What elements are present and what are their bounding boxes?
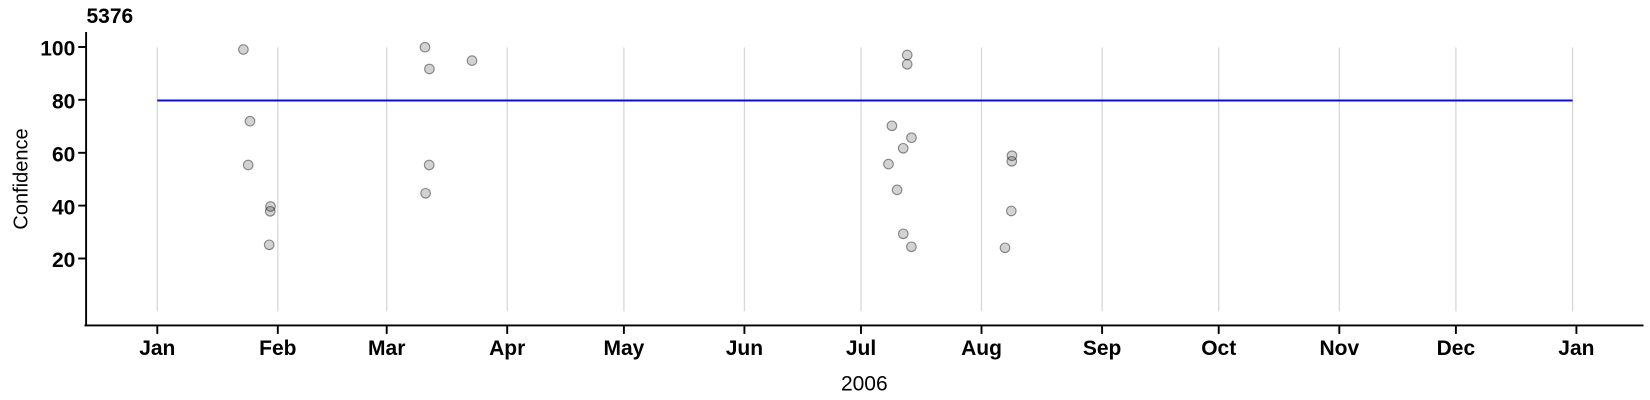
svg-text:Jul: Jul [846, 337, 876, 360]
svg-text:Apr: Apr [489, 337, 525, 360]
svg-text:Jan: Jan [139, 337, 175, 360]
svg-text:May: May [603, 337, 644, 360]
svg-text:100: 100 [40, 38, 75, 61]
svg-text:Mar: Mar [368, 337, 405, 360]
svg-text:Sep: Sep [1083, 337, 1122, 360]
svg-text:2006: 2006 [841, 372, 888, 395]
svg-text:Oct: Oct [1201, 337, 1236, 360]
svg-text:5376: 5376 [87, 5, 134, 28]
svg-text:20: 20 [52, 249, 75, 272]
svg-text:Dec: Dec [1437, 337, 1476, 360]
svg-text:Nov: Nov [1319, 337, 1359, 360]
svg-text:Jun: Jun [726, 337, 763, 360]
svg-text:Feb: Feb [259, 337, 296, 360]
svg-text:Jan: Jan [1558, 337, 1594, 360]
svg-text:80: 80 [52, 91, 75, 114]
svg-text:60: 60 [52, 144, 75, 167]
svg-text:40: 40 [52, 196, 75, 219]
svg-text:Confidence: Confidence [11, 128, 33, 229]
svg-text:Aug: Aug [961, 337, 1002, 360]
